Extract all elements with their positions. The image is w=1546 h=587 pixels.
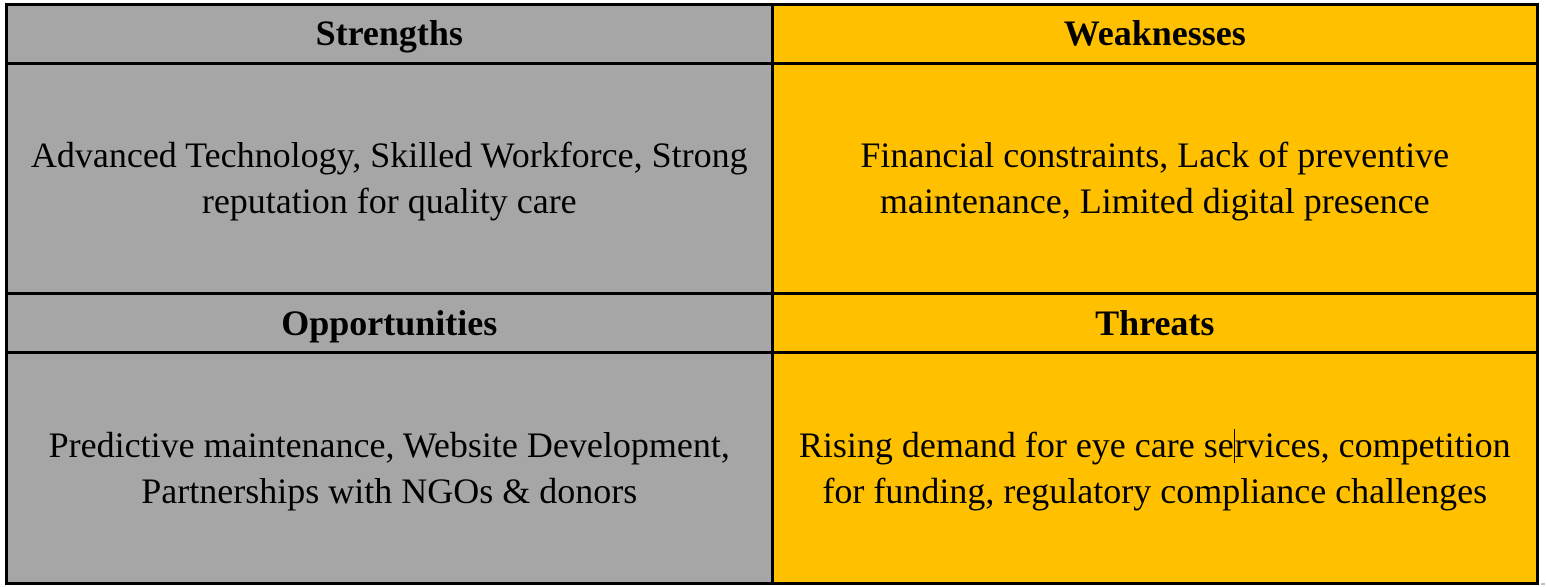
swot-table: Strengths Weaknesses Advanced Technology… xyxy=(5,3,1539,586)
weaknesses-cell: Financial constraints, Lack of preventiv… xyxy=(770,61,1539,296)
threats-cell[interactable]: Rising demand for eye care services, com… xyxy=(770,350,1539,586)
swot-header-row-bottom: Opportunities Threats xyxy=(5,292,1539,354)
threats-text-after-cursor: rvices, competition for funding, regulat… xyxy=(822,424,1511,511)
corner-resize-mark xyxy=(1541,583,1545,585)
threats-heading: Threats xyxy=(770,292,1539,354)
opportunities-heading: Opportunities xyxy=(5,292,774,354)
text-cursor xyxy=(1233,428,1235,463)
weaknesses-heading: Weaknesses xyxy=(770,3,1539,65)
swot-header-row-top: Strengths Weaknesses xyxy=(5,3,1539,65)
swot-body-row-bottom: Predictive maintenance, Website Developm… xyxy=(5,350,1539,586)
opportunities-cell: Predictive maintenance, Website Developm… xyxy=(5,350,774,586)
strengths-cell: Advanced Technology, Skilled Workforce, … xyxy=(5,61,774,296)
threats-text-before-cursor: Rising demand for eye care se xyxy=(798,424,1234,465)
strengths-heading: Strengths xyxy=(5,3,774,65)
swot-body-row-top: Advanced Technology, Skilled Workforce, … xyxy=(5,61,1539,296)
